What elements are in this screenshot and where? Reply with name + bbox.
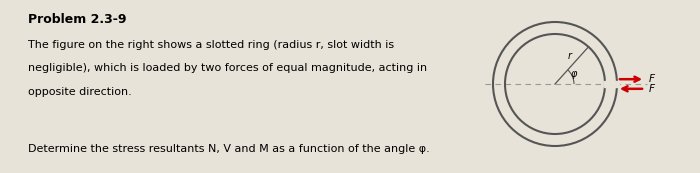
Text: F: F <box>649 74 655 84</box>
Text: φ: φ <box>570 69 577 79</box>
Text: negligible), which is loaded by two forces of equal magnitude, acting in: negligible), which is loaded by two forc… <box>28 63 427 74</box>
Text: Problem 2.3-9: Problem 2.3-9 <box>28 13 127 26</box>
Text: The figure on the right shows a slotted ring (radius r, slot width is: The figure on the right shows a slotted … <box>28 40 394 50</box>
Text: F: F <box>649 84 655 94</box>
Text: r: r <box>568 51 571 61</box>
Text: Determine the stress resultants N, V and M as a function of the angle φ.: Determine the stress resultants N, V and… <box>28 144 430 154</box>
Text: opposite direction.: opposite direction. <box>28 87 132 97</box>
Bar <box>604 81 619 87</box>
